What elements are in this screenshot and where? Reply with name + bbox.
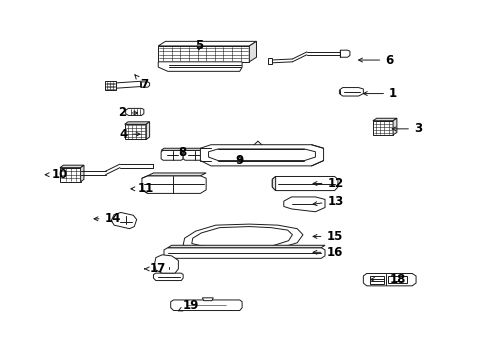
Polygon shape <box>202 298 213 301</box>
Polygon shape <box>111 212 137 229</box>
Polygon shape <box>283 197 325 212</box>
Text: 11: 11 <box>131 182 154 195</box>
Polygon shape <box>125 108 143 116</box>
Polygon shape <box>153 273 183 280</box>
Polygon shape <box>158 46 249 62</box>
Polygon shape <box>272 176 275 190</box>
Polygon shape <box>154 255 178 273</box>
Polygon shape <box>124 124 146 139</box>
Polygon shape <box>200 145 323 166</box>
Circle shape <box>160 258 177 271</box>
Polygon shape <box>158 62 242 71</box>
Polygon shape <box>339 87 363 96</box>
Text: 3: 3 <box>391 122 421 135</box>
Text: 19: 19 <box>178 299 199 312</box>
Text: 16: 16 <box>312 246 342 259</box>
Polygon shape <box>142 176 206 193</box>
Circle shape <box>177 302 184 308</box>
Polygon shape <box>183 150 205 160</box>
Text: 8: 8 <box>178 146 186 159</box>
Text: 4: 4 <box>120 128 140 141</box>
Text: 7: 7 <box>135 75 148 91</box>
Polygon shape <box>146 122 149 139</box>
Text: 6: 6 <box>358 54 392 67</box>
Text: 9: 9 <box>235 154 244 167</box>
Polygon shape <box>387 276 407 283</box>
Text: 18: 18 <box>370 273 405 286</box>
Polygon shape <box>60 168 81 182</box>
Text: 2: 2 <box>118 107 137 120</box>
Polygon shape <box>267 58 272 64</box>
Polygon shape <box>369 276 384 284</box>
Polygon shape <box>363 274 415 286</box>
Polygon shape <box>104 81 116 90</box>
Polygon shape <box>272 176 337 190</box>
Polygon shape <box>372 118 396 121</box>
Polygon shape <box>140 82 149 87</box>
Polygon shape <box>208 149 315 161</box>
Polygon shape <box>183 224 303 254</box>
Polygon shape <box>124 122 149 124</box>
Polygon shape <box>163 248 325 258</box>
Text: 14: 14 <box>94 212 121 225</box>
Text: 17: 17 <box>144 262 166 275</box>
Polygon shape <box>249 41 256 62</box>
Polygon shape <box>81 165 84 182</box>
Text: 1: 1 <box>363 87 396 100</box>
Polygon shape <box>161 150 183 160</box>
Text: 15: 15 <box>312 230 342 243</box>
Polygon shape <box>60 165 84 168</box>
Polygon shape <box>340 50 349 57</box>
Polygon shape <box>147 173 206 176</box>
Polygon shape <box>392 118 396 135</box>
Circle shape <box>228 302 236 308</box>
Text: 10: 10 <box>45 168 68 181</box>
Polygon shape <box>170 300 242 311</box>
Polygon shape <box>191 226 292 250</box>
Polygon shape <box>161 148 208 150</box>
Polygon shape <box>167 245 325 248</box>
Polygon shape <box>372 121 392 135</box>
Text: 12: 12 <box>312 177 343 190</box>
Text: 5: 5 <box>194 39 203 52</box>
Polygon shape <box>158 41 256 46</box>
Text: 13: 13 <box>312 195 343 208</box>
